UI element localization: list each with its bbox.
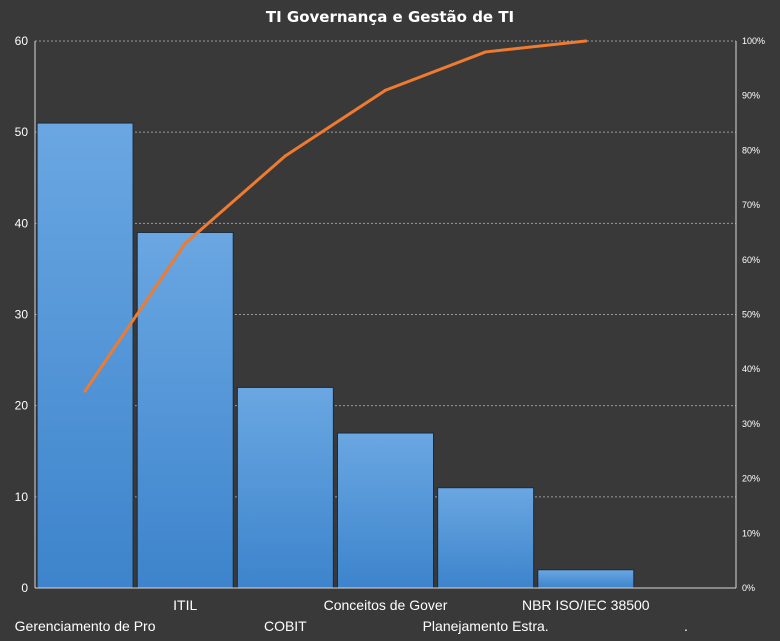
bar bbox=[437, 487, 535, 589]
y-tick-label: 10 bbox=[15, 490, 29, 504]
chart-title: TI Governança e Gestão de TI bbox=[266, 8, 514, 26]
cumulative-point bbox=[283, 154, 287, 158]
y2-tick-label: 10% bbox=[742, 528, 760, 538]
y-tick-label: 30 bbox=[15, 308, 29, 322]
x-tick-label: NBR ISO/IEC 38500 bbox=[522, 597, 650, 613]
y-tick-label: 40 bbox=[15, 216, 29, 230]
bars bbox=[36, 122, 635, 589]
x-tick-label: Gerenciamento de Pro bbox=[15, 618, 156, 634]
cumulative-point bbox=[584, 39, 588, 43]
y2-tick-label: 0% bbox=[742, 583, 755, 593]
y2-tick-label: 20% bbox=[742, 474, 760, 484]
y2-tick-label: 100% bbox=[742, 36, 765, 46]
bar bbox=[337, 432, 434, 589]
y-tick-label: 60 bbox=[15, 34, 29, 48]
bar bbox=[136, 231, 234, 589]
y2-tick-label: 50% bbox=[742, 310, 760, 320]
y-tick-label: 20 bbox=[15, 399, 29, 413]
cumulative-line bbox=[83, 39, 588, 393]
y-tick-label: 50 bbox=[15, 125, 29, 139]
x-tick-label: . bbox=[684, 618, 688, 634]
y2-tick-label: 40% bbox=[742, 364, 760, 374]
x-axis-ticks: Gerenciamento de Pro ITIL COBIT Conceitos d… bbox=[15, 597, 688, 634]
y2-tick-label: 80% bbox=[742, 145, 760, 155]
y-axis-ticks: 0 10 20 30 40 50 60 bbox=[15, 34, 29, 595]
y2-tick-label: 60% bbox=[742, 255, 760, 265]
y2-tick-label: 30% bbox=[742, 419, 760, 429]
x-tick-label: ITIL bbox=[173, 597, 197, 613]
y-tick-label: 0 bbox=[21, 581, 28, 595]
cumulative-point bbox=[183, 241, 187, 245]
x-tick-label: Conceitos de Gover bbox=[324, 597, 448, 613]
axes bbox=[34, 41, 737, 589]
bar bbox=[36, 122, 134, 589]
y2-axis-ticks: 0% 10% 20% 30% 40% 50% 60% 70% 80% 90% 100% bbox=[742, 36, 765, 593]
cumulative-point bbox=[484, 50, 488, 54]
y2-tick-label: 90% bbox=[742, 91, 760, 101]
x-tick-label: COBIT bbox=[264, 618, 307, 634]
cumulative-point bbox=[384, 88, 387, 92]
y2-tick-label: 70% bbox=[742, 200, 760, 210]
x-tick-label: Planejamento Estra. bbox=[423, 618, 549, 634]
cumulative-point bbox=[83, 389, 87, 393]
cumulative-line-path bbox=[83, 39, 588, 393]
bar bbox=[236, 386, 334, 589]
bar bbox=[537, 569, 635, 589]
